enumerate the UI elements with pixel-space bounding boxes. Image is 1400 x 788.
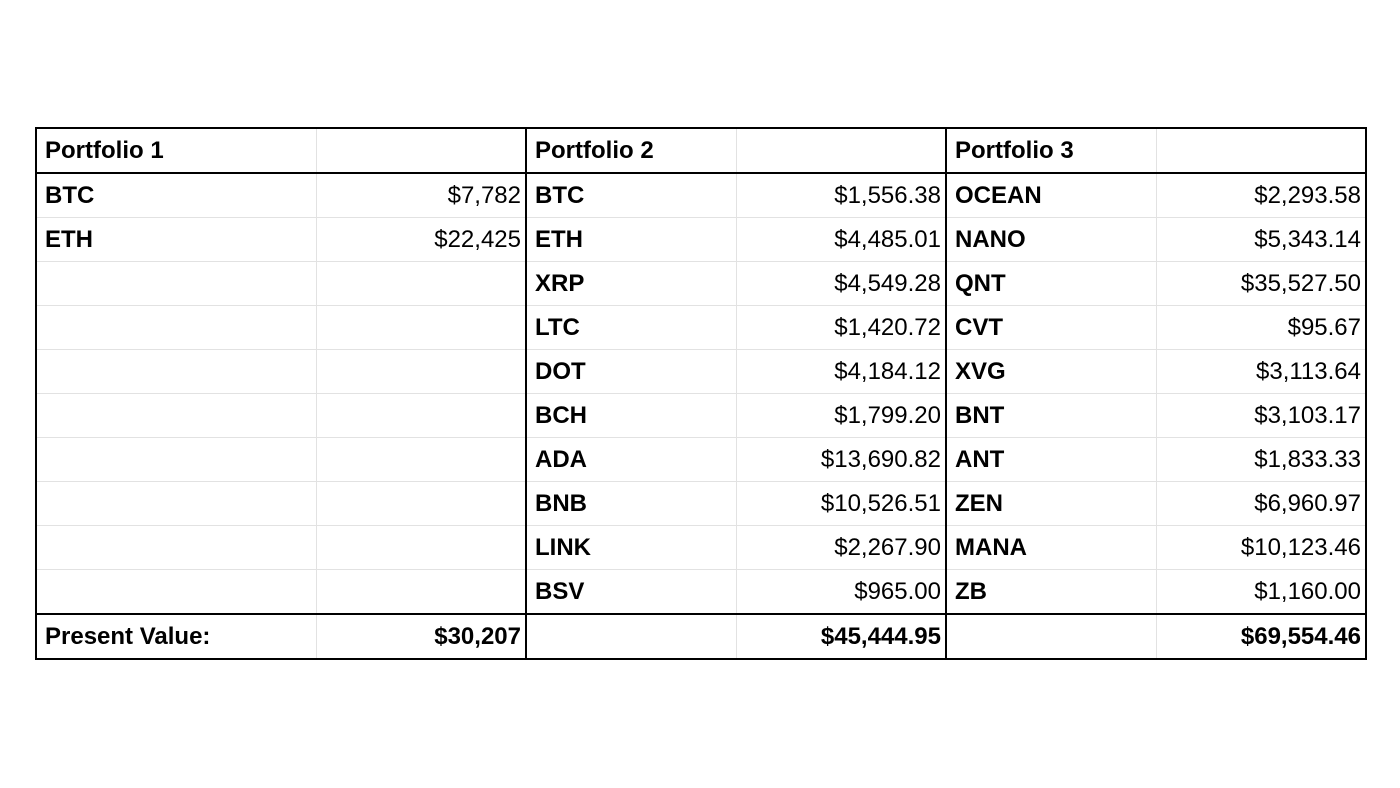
table-row: ADA $13,690.82 ANT $1,833.33: [35, 437, 1366, 482]
table-row: BSV $965.00 ZB $1,160.00: [35, 569, 1366, 614]
table-row: BCH $1,799.20 BNT $3,103.17: [35, 393, 1366, 438]
holding-symbol: XRP: [525, 261, 736, 306]
holding-value: $95.67: [1155, 305, 1366, 350]
table-row: ETH $22,425 ETH $4,485.01 NANO $5,343.14: [35, 217, 1366, 262]
portfolio-title: Portfolio 2: [525, 128, 736, 174]
holding-symbol: QNT: [945, 261, 1156, 306]
holding-value: $4,549.28: [735, 261, 946, 306]
table-row: BTC $7,782 BTC $1,556.38 OCEAN $2,293.58: [35, 173, 1366, 218]
portfolio-table-body: Portfolio 1 Portfolio 2 Portfolio 3 BTC $7,7…: [35, 128, 1366, 659]
holding-value: $10,526.51: [735, 481, 946, 526]
holding-symbol: ZB: [945, 569, 1156, 614]
holding-value: $22,425: [315, 217, 526, 262]
holding-value: $4,184.12: [735, 349, 946, 394]
header-empty-cell: [1155, 128, 1366, 174]
table-row: BNB $10,526.51 ZEN $6,960.97: [35, 481, 1366, 526]
holding-symbol: LINK: [525, 525, 736, 570]
holding-value: $3,113.64: [1155, 349, 1366, 394]
header-row: Portfolio 1 Portfolio 2 Portfolio 3: [35, 128, 1366, 174]
holding-value: $965.00: [735, 569, 946, 614]
header-empty-cell: [315, 128, 526, 174]
holding-symbol: ETH: [525, 217, 736, 262]
present-value-label: Present Value:: [35, 613, 316, 659]
holding-symbol: BTC: [35, 173, 316, 218]
holding-symbol: LTC: [525, 305, 736, 350]
portfolio-table: Portfolio 1 Portfolio 2 Portfolio 3 BTC $7,7…: [35, 127, 1367, 660]
holding-symbol: ANT: [945, 437, 1156, 482]
holding-value: $1,556.38: [735, 173, 946, 218]
holding-value: $1,799.20: [735, 393, 946, 438]
table-row: XRP $4,549.28 QNT $35,527.50: [35, 261, 1366, 306]
holding-symbol: OCEAN: [945, 173, 1156, 218]
table-row: DOT $4,184.12 XVG $3,113.64: [35, 349, 1366, 394]
holding-symbol: [35, 525, 316, 570]
holding-symbol: [35, 569, 316, 614]
holding-value: [315, 261, 526, 306]
portfolio-title: Portfolio 3: [945, 128, 1156, 174]
holding-value: $7,782: [315, 173, 526, 218]
holding-symbol: MANA: [945, 525, 1156, 570]
holding-value: $1,833.33: [1155, 437, 1366, 482]
holding-value: [315, 481, 526, 526]
portfolio-total: $69,554.46: [1155, 613, 1366, 659]
holding-value: $13,690.82: [735, 437, 946, 482]
holding-value: [315, 437, 526, 482]
holding-value: $6,960.97: [1155, 481, 1366, 526]
holding-value: $1,160.00: [1155, 569, 1366, 614]
present-value-label: [525, 613, 736, 659]
holding-symbol: DOT: [525, 349, 736, 394]
holding-symbol: BCH: [525, 393, 736, 438]
holding-value: [315, 525, 526, 570]
holding-value: $2,267.90: [735, 525, 946, 570]
holding-value: $1,420.72: [735, 305, 946, 350]
holding-symbol: ETH: [35, 217, 316, 262]
holding-value: $35,527.50: [1155, 261, 1366, 306]
holding-value: $3,103.17: [1155, 393, 1366, 438]
holding-symbol: BNT: [945, 393, 1156, 438]
holding-value: $10,123.46: [1155, 525, 1366, 570]
holding-symbol: BTC: [525, 173, 736, 218]
table-row: LTC $1,420.72 CVT $95.67: [35, 305, 1366, 350]
portfolio-title: Portfolio 1: [35, 128, 316, 174]
holding-symbol: [35, 393, 316, 438]
holding-symbol: [35, 437, 316, 482]
holding-value: $5,343.14: [1155, 217, 1366, 262]
holding-value: [315, 349, 526, 394]
holding-value: [315, 393, 526, 438]
total-row: Present Value: $30,207 $45,444.95 $69,554.4…: [35, 613, 1366, 659]
holding-symbol: XVG: [945, 349, 1156, 394]
holding-symbol: ADA: [525, 437, 736, 482]
holding-symbol: BSV: [525, 569, 736, 614]
portfolio-total: $30,207: [315, 613, 526, 659]
holding-value: [315, 569, 526, 614]
holding-value: [315, 305, 526, 350]
holding-symbol: CVT: [945, 305, 1156, 350]
portfolio-total: $45,444.95: [735, 613, 946, 659]
holding-symbol: [35, 349, 316, 394]
holding-symbol: [35, 261, 316, 306]
holding-value: $2,293.58: [1155, 173, 1366, 218]
header-empty-cell: [735, 128, 946, 174]
holding-symbol: NANO: [945, 217, 1156, 262]
table-row: LINK $2,267.90 MANA $10,123.46: [35, 525, 1366, 570]
present-value-label: [945, 613, 1156, 659]
holding-symbol: ZEN: [945, 481, 1156, 526]
holding-symbol: BNB: [525, 481, 736, 526]
holding-value: $4,485.01: [735, 217, 946, 262]
holding-symbol: [35, 481, 316, 526]
holding-symbol: [35, 305, 316, 350]
